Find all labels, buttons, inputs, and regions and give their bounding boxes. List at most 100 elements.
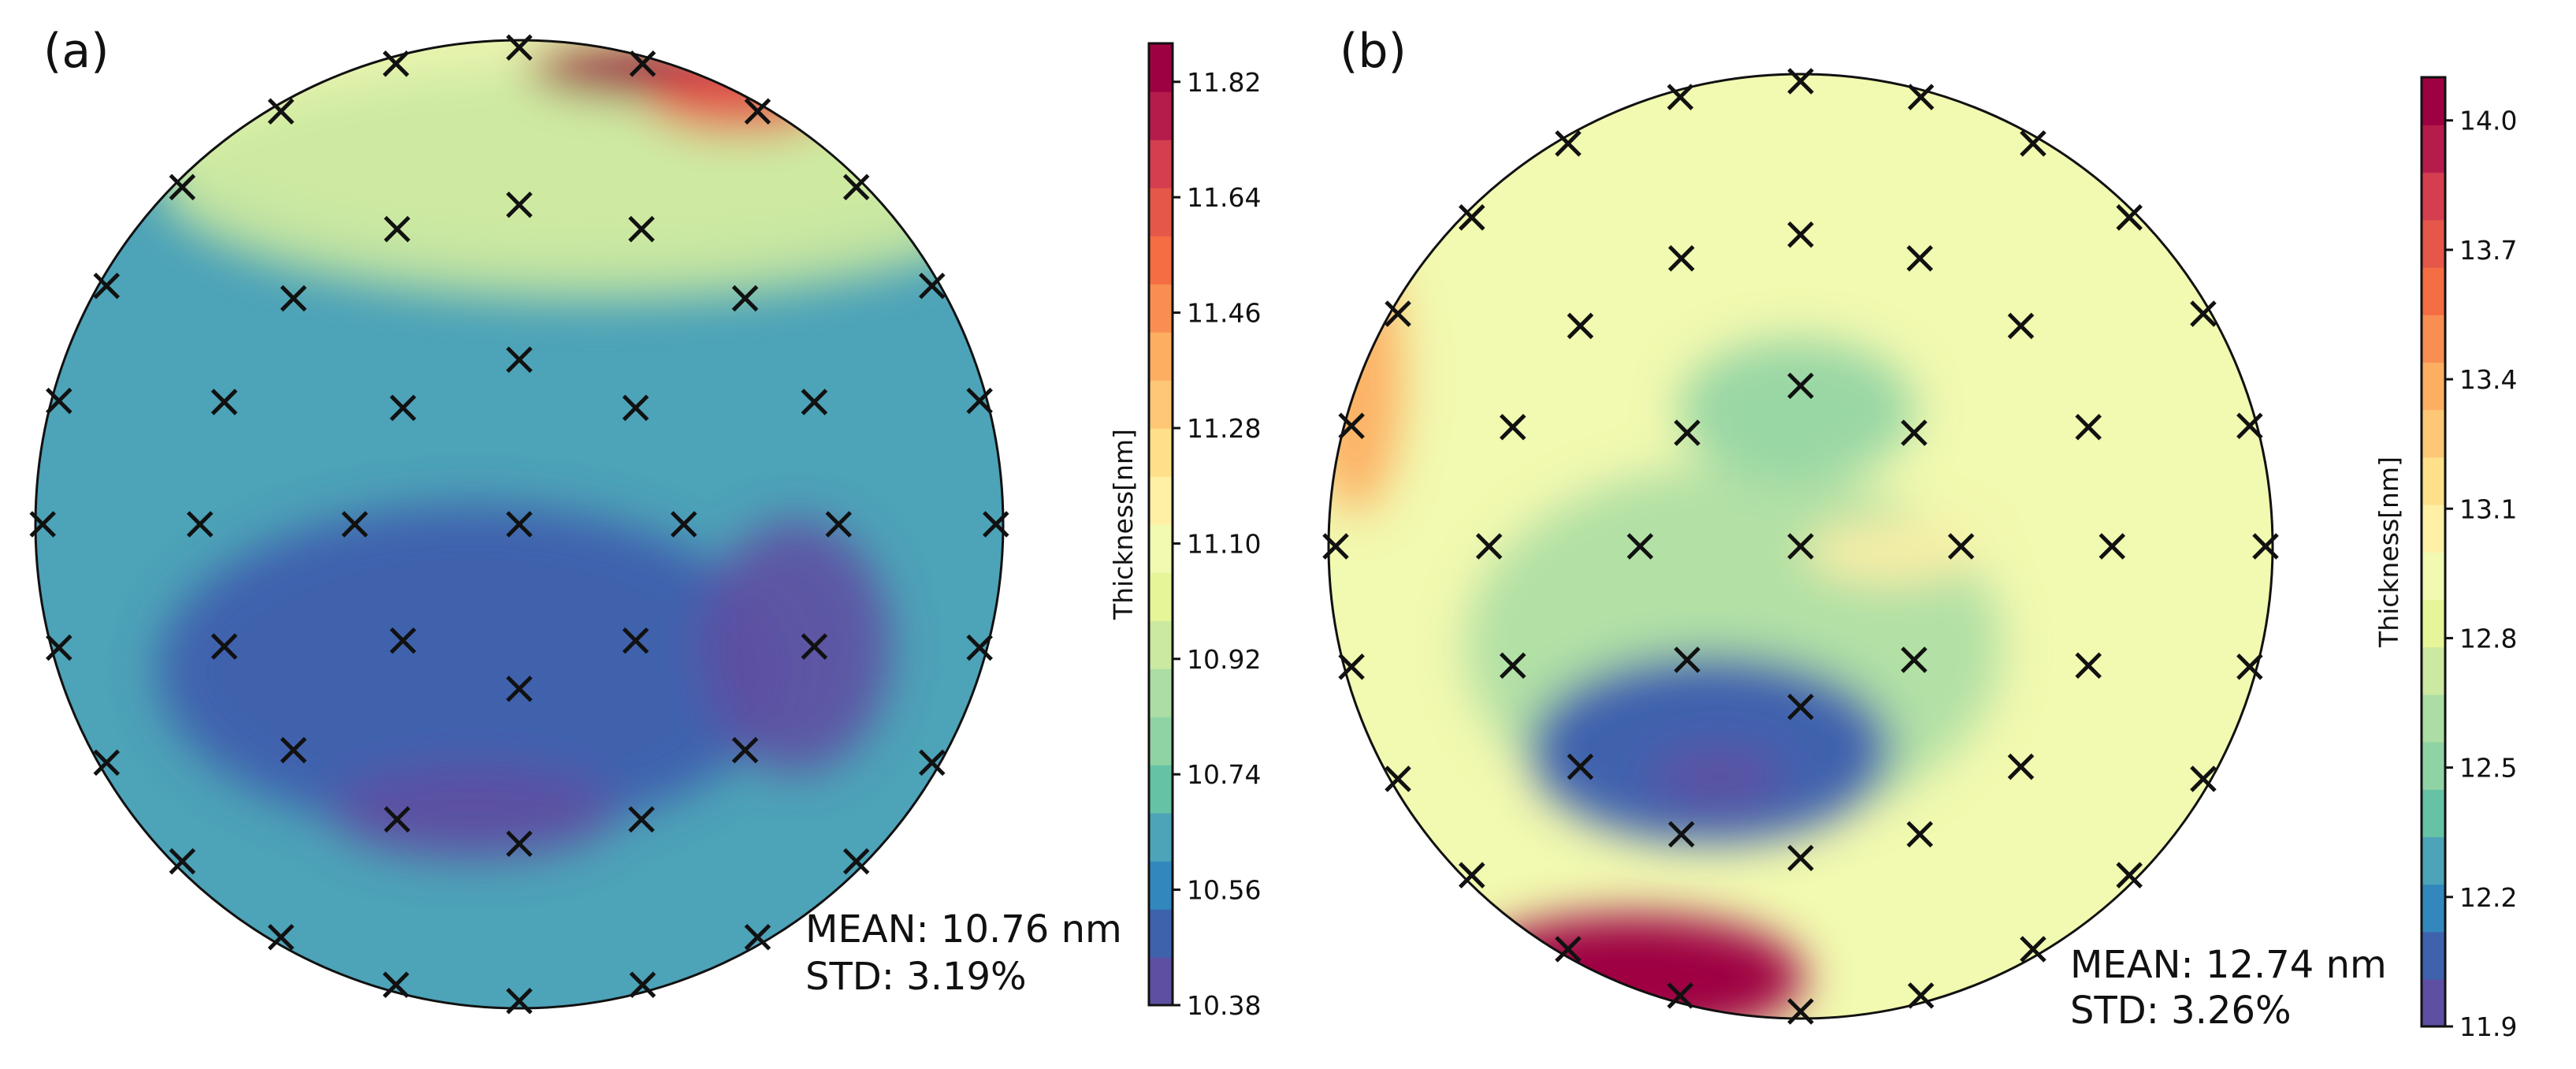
panel-b-measurement-marker [1787, 998, 1814, 1025]
panel-a-measurement-marker [186, 511, 214, 538]
panel-a-mean: MEAN: 10.76 nm [805, 907, 1122, 952]
panel-b-measurement-marker [2190, 300, 2217, 327]
panel-a-measurement-marker [628, 806, 655, 833]
panel-b-colorbar-segment [2422, 931, 2445, 980]
panel-a-measurement-marker [210, 633, 238, 660]
panel-a-measurement-marker [983, 511, 1009, 538]
panel-a-colorbar-frame [1147, 42, 1174, 1007]
panel-b-measurement-marker [1906, 821, 1934, 848]
panel-a-measurement-marker [506, 34, 533, 61]
panel-b-measurement-marker [2007, 312, 2035, 340]
panel-a-colorbar-segment [1149, 188, 1173, 237]
panel-b-measurement-marker [2075, 652, 2102, 680]
panel-a-measurement-marker [744, 923, 771, 951]
panel-b-measurement-marker [1322, 533, 1349, 560]
panel-a-measurement-marker [825, 511, 853, 538]
panel-b-mean: MEAN: 12.74 nm [2070, 943, 2387, 987]
panel-b-measurement-marker [1901, 419, 1927, 446]
panel-a-measurement-marker [384, 215, 411, 243]
panel-a-colorbar-tick-label: 10.56 [1187, 875, 1261, 906]
panel-a-measurement-marker [280, 285, 307, 312]
panel-b-upper-dip [1678, 339, 1915, 481]
panel-a-colorbar-segment [1149, 236, 1173, 285]
panel-a-colorbar: 11.82 11.64 11.46 11.28 11.10 10.92 10.74 10.56… [1147, 42, 1261, 1021]
panel-b-colorbar-segment [2422, 504, 2445, 553]
panel-a-measurement-marker [506, 830, 533, 858]
panel-b-colorbar-segment [2422, 741, 2445, 790]
panel-b-measurement-marker [1787, 68, 1814, 95]
panel-b-measurement-marker [1906, 244, 1934, 272]
panel-a-measurement-marker [280, 736, 307, 764]
panel-a-high-ridge-2 [646, 63, 835, 134]
panel-a-measurement-marker [382, 50, 410, 77]
panel-a-measurement-marker [267, 98, 295, 125]
panel-b-measurement-marker [1667, 84, 1694, 110]
panel-a-low-trough [701, 520, 890, 773]
panel-b-colorbar-segment [2422, 884, 2445, 933]
panel-b-colorbar-segment [2422, 552, 2445, 600]
panel-a-measurement-marker [46, 387, 72, 415]
panel-b-label: (b) [1340, 24, 1407, 79]
panel-b-measurement-marker [2236, 412, 2263, 440]
panel-a-measurement-marker [918, 749, 946, 777]
panel-b-measurement-marker [1499, 413, 1526, 441]
panel-a-measurement-marker [622, 627, 649, 654]
panel-a-measurement-marker [801, 389, 828, 415]
panel-a-measurement-marker [622, 394, 649, 422]
panel-a-measurement-marker [670, 511, 697, 538]
panel-b-measurement-marker [1674, 419, 1701, 446]
panel-a-markers [29, 34, 1009, 1015]
panel-b-colorbar-segment [2422, 172, 2445, 221]
panel-b-measurement-marker [1567, 312, 1594, 340]
panel-b-measurement-marker [1787, 693, 1814, 721]
panel-b-measurement-marker [1787, 221, 1814, 248]
panel-b-std: STD: 3.26% [2070, 989, 2292, 1033]
panel-a-colorbar-segment [1149, 620, 1173, 669]
panel-a-label: (a) [43, 24, 110, 79]
panel-b-measurement-marker [1787, 844, 1814, 872]
panel-b-measurement-marker [1901, 646, 1927, 673]
panel-b-colorbar-tick-label: 11.9 [2459, 1011, 2517, 1042]
panel-b-bottom-high [1458, 914, 1805, 1019]
panel-b-measurement-marker [1385, 300, 1411, 327]
panel-b-measurement-marker [1555, 936, 1582, 963]
panel-b-measurement-marker [1499, 652, 1526, 680]
panel-b-colorbar-segment [2422, 978, 2445, 1027]
panel-b-measurement-marker [2020, 130, 2046, 157]
panel-a-measurement-marker [93, 749, 121, 777]
panel-b-markers [1322, 68, 2279, 1025]
panel-a-measurement-marker [506, 675, 533, 702]
panel-b-light-spot [1805, 520, 1978, 583]
panel-a-measurement-marker [93, 272, 121, 300]
panel-a-measurement-marker [731, 736, 759, 764]
panel-b-colorbar-segment [2422, 694, 2445, 743]
panel-b-wafer-outline [1327, 73, 2274, 1020]
panel-b-colorbar-tick-label: 13.1 [2459, 494, 2517, 524]
panel-b-heatmap [1329, 74, 2273, 1019]
panel-a: (a) MEAN: 10.76 nm STD: 3.19% 11.82 11.64… [29, 24, 1261, 1021]
panel-b-measurement-marker [1338, 653, 1365, 680]
panel-b-measurement-marker [1667, 821, 1695, 848]
panel-b-colorbar-tick-label: 12.8 [2459, 623, 2517, 654]
panel-a-colorbar-tick-label: 11.64 [1187, 182, 1261, 213]
panel-b-measurement-marker [2020, 936, 2046, 963]
panel-b-measurement-marker [1626, 533, 1654, 560]
panel-b-measurement-marker [2098, 533, 2126, 560]
panel-a-colorbar-segment [1149, 332, 1173, 381]
panel-b-colorbar-segment [2422, 362, 2445, 411]
panel-a-measurement-marker [966, 387, 993, 415]
panel-a-measurement-marker [384, 806, 411, 833]
panel-b-measurement-marker [2236, 653, 2263, 680]
panel-a-colorbar-segment [1149, 861, 1173, 910]
panel-a-measurement-marker [506, 191, 533, 218]
panel-b-measurement-marker [2007, 753, 2035, 780]
panel-a-low-region [158, 505, 788, 836]
panel-b-colorbar-segment [2422, 315, 2445, 363]
panel-a-colorbar-segment [1149, 91, 1173, 140]
panel-b-measurement-marker [2075, 413, 2102, 441]
panel-b-measurement-marker [2252, 533, 2279, 560]
panel-b-measurement-marker [1567, 753, 1594, 780]
panel-b-measurement-marker [1338, 412, 1365, 440]
panel-b-measurement-marker [2116, 204, 2143, 231]
panel-a-measurement-marker [731, 285, 759, 312]
